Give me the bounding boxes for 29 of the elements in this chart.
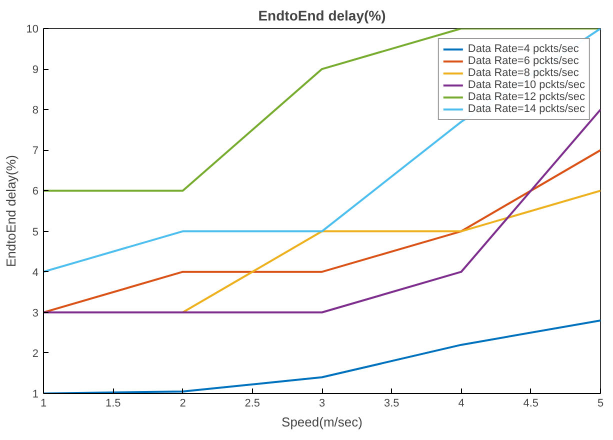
x-tick-label: 3 bbox=[318, 398, 326, 410]
legend-label: Data Rate=6 pckts/sec bbox=[468, 55, 579, 67]
x-tick-label: 4 bbox=[458, 398, 464, 410]
x-tick-label: 4.5 bbox=[523, 398, 539, 410]
y-tick-label: 4 bbox=[32, 266, 39, 279]
y-tick-label: 10 bbox=[26, 24, 39, 36]
x-tick-label: 2 bbox=[180, 398, 186, 410]
legend-label: Data Rate=12 pckts/sec bbox=[468, 91, 585, 103]
x-tick-label: 2.5 bbox=[244, 398, 260, 410]
x-tick-label: 5 bbox=[597, 398, 604, 410]
legend-label: Data Rate=4 pckts/sec bbox=[468, 43, 579, 55]
x-tick-label: 1 bbox=[40, 398, 47, 410]
y-tick-label: 8 bbox=[32, 104, 39, 117]
line-series bbox=[44, 149, 600, 314]
legend-label: Data Rate=8 pckts/sec bbox=[468, 67, 579, 79]
y-tick-label: 5 bbox=[32, 226, 39, 238]
x-tick-label: 3.5 bbox=[384, 398, 400, 410]
legend-label: Data Rate=10 pckts/sec bbox=[468, 79, 585, 91]
chart-title: EndtoEnd delay(%) bbox=[258, 8, 386, 24]
y-tick-label: 7 bbox=[32, 145, 39, 158]
y-axis-title: EndtoEnd delay(%) bbox=[3, 154, 18, 268]
y-tick-label: 9 bbox=[32, 64, 39, 76]
y-tick-label: 3 bbox=[32, 307, 39, 320]
y-tick-label: 1 bbox=[32, 388, 39, 400]
y-tick-label: 2 bbox=[32, 348, 39, 360]
legend-label: Data Rate=14 pckts/sec bbox=[468, 103, 585, 115]
y-tick-label: 6 bbox=[32, 186, 39, 198]
x-axis-title: Speed(m/sec) bbox=[282, 414, 362, 430]
x-tick-label: 1.5 bbox=[105, 398, 121, 410]
